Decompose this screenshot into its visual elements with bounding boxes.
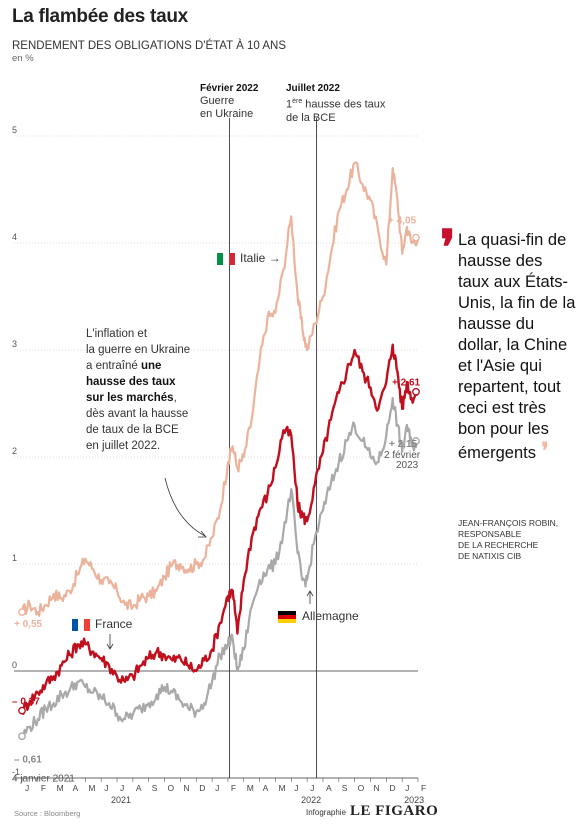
month-tick-label: N [183,783,189,793]
allemagne-end-point [412,437,420,445]
month-tick-label: J [215,783,219,793]
france-end-value: + 2,61 [392,378,421,389]
italie-line [20,161,420,617]
quote-close-icon: ❜ [535,438,549,463]
flag-france-icon [72,619,90,631]
month-tick-label: O [168,783,175,793]
month-tick-label: S [152,783,158,793]
month-tick-label: M [247,783,254,793]
italie-label: Italie → [240,251,281,265]
italie-start-value: + 0,55 [14,619,43,630]
italie-end-value: + 4,05 [388,216,417,227]
allemagne-start-value: – 0,61 [14,754,42,765]
infographie-label: Infographie [306,808,347,817]
month-tick-label: D [389,783,395,793]
y-tick-label: 1 [12,553,17,563]
france-line [20,343,420,715]
month-tick-label: D [199,783,205,793]
france-pointer-arrow [106,634,114,650]
event-text: en Ukraine [200,108,254,120]
month-tick-label: F [231,783,236,793]
le-figaro-logo: LE FIGARO [350,803,439,819]
annotation-bold: sur les marchés [86,392,174,404]
month-tick-label: A [136,783,142,793]
y-tick-label: 4 [12,232,17,242]
month-tick-label: F [421,783,426,793]
quote-text: La quasi-fin de hausse des taux aux État… [458,231,576,463]
month-tick-label: J [310,783,314,793]
annotation-line: en juillet 2022. [86,440,161,452]
month-tick-label: A [73,783,79,793]
year-label: 2022 [301,795,321,805]
chart-subtitle: RENDEMENT DES OBLIGATIONS D'ÉTAT À 10 AN… [12,40,287,52]
annotation-line: dès avant la hausse [86,408,189,420]
month-tick-label: S [342,783,348,793]
annotation-line: , [173,392,177,404]
france-label: France [95,617,133,631]
event-text: de la BCE [286,111,336,124]
year-label: 2021 [111,795,131,805]
month-tick-label: J [120,783,124,793]
france-start-point [18,706,26,715]
month-tick-label: J [294,783,298,793]
month-tick-label: A [326,783,332,793]
source-label: Source : Bloomberg [14,809,81,818]
france-start-value: – 0,37 [12,697,40,708]
allemagne-start-point [18,732,26,741]
month-tick-label: N [373,783,379,793]
month-tick-label: F [41,783,46,793]
event-ecb-hike: Juillet 2022 1ère hausse des taux de la … [286,82,385,125]
annotation-line: a entraîné [86,360,141,372]
month-tick-label: A [263,783,269,793]
y-tick-label: 2 [12,446,17,456]
event-ukraine-war: Février 2022 Guerre en Ukraine [200,82,258,121]
end-date-label: 2 février [384,450,421,461]
month-tick-label: J [405,783,409,793]
flag-germany-icon [278,611,296,623]
allemagne-pointer-arrow [306,590,314,604]
annotation-line: la guerre en Ukraine [86,344,191,356]
y-tick-label: 0 [12,660,17,670]
quote-open-icon: ❜ [440,222,456,275]
event-text: hausse des taux [302,98,386,111]
event-text: 1 [286,98,293,111]
annotation-line: L'inflation et [86,328,148,340]
end-date-year-label: 2023 [396,460,419,471]
italie-start-point [18,608,26,617]
event-date: Juillet 2022 [286,83,340,94]
annotation-arrow [164,477,206,537]
allemagne-line [21,397,419,738]
month-tick-label: J [104,783,108,793]
event-text: ère [292,98,303,105]
month-tick-label: M [57,783,64,793]
allemagne-end-value: + 2,15 [389,439,418,450]
month-tick-label: M [278,783,285,793]
month-tick-label: O [358,783,365,793]
event-text: Guerre [200,95,235,107]
flag-italy-icon [217,253,235,265]
chart-annotation: L'inflation et la guerre en Ukraine a en… [86,326,190,454]
start-date-label: 4 janvier 2021 [12,773,75,784]
month-tick-label: M [88,783,95,793]
month-tick-label: J [25,783,29,793]
quote-author: JEAN-FRANÇOIS ROBIN, RESPONSABLE DE LA R… [458,518,559,561]
chart-title: La flambée des taux [12,6,188,27]
annotation-bold: hausse des taux [86,376,176,388]
y-tick-label: 3 [12,339,17,349]
year-label: 2023 [404,795,424,805]
italie-end-point [412,233,420,242]
y-tick-label: 5 [12,125,17,135]
annotation-arrowhead [198,530,207,538]
annotation-bold: une [140,360,162,372]
allemagne-label: Allemagne [302,609,359,623]
event-date: Février 2022 [200,83,259,94]
annotation-line: de taux de la BCE [86,424,179,436]
france-end-point [412,387,420,396]
unit-label: en % [12,53,34,64]
y-tick-label: -1 [12,767,20,777]
